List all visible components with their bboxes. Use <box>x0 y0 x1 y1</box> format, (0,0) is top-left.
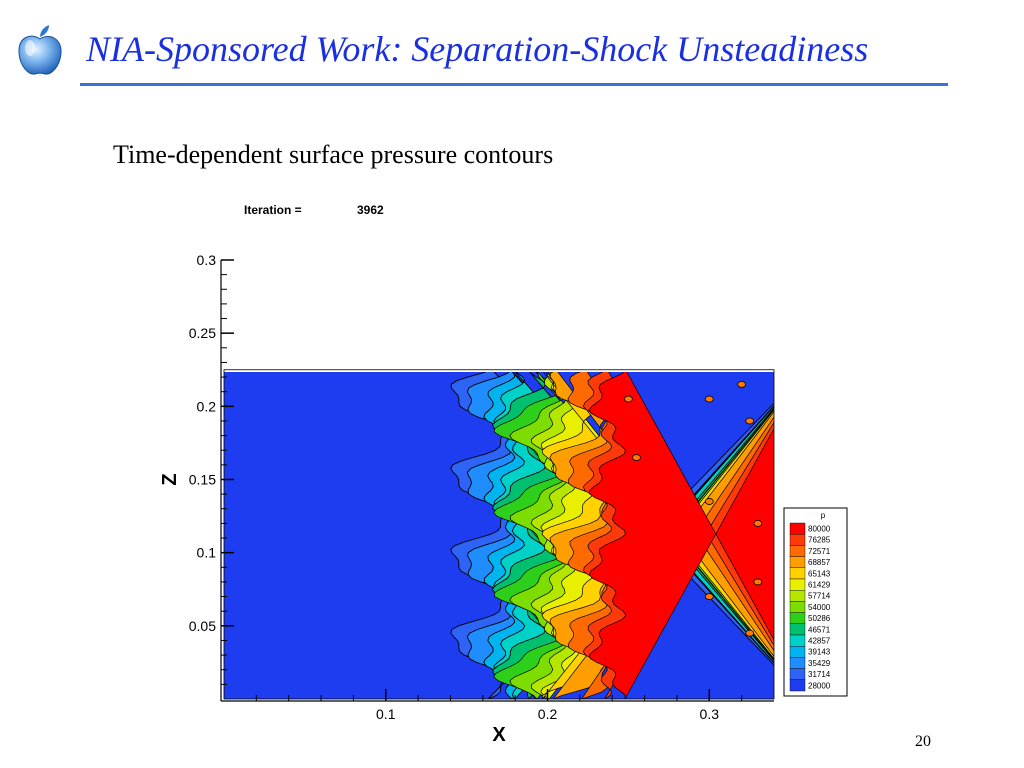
legend-swatch <box>789 578 806 591</box>
contour-blob <box>745 417 755 425</box>
y-axis-label: Z <box>159 473 181 485</box>
legend-level-label: 28000 <box>808 681 831 690</box>
legend-level-label: 54000 <box>808 603 831 612</box>
legend-swatch <box>789 679 806 692</box>
legend-level-label: 46571 <box>808 625 831 634</box>
legend-level-label: 39143 <box>808 648 831 657</box>
contour-field <box>224 372 774 699</box>
x-axis-label: X <box>492 724 506 746</box>
legend-level-label: 76285 <box>808 536 831 545</box>
legend-swatch <box>789 634 806 647</box>
legend-swatch <box>789 567 806 580</box>
y-tick-label: 0.15 <box>189 472 216 488</box>
legend-swatch <box>789 590 806 602</box>
apple-logo-icon <box>18 25 62 75</box>
legend-swatch <box>789 668 806 680</box>
legend-level-label: 80000 <box>808 525 831 534</box>
y-tick-label: 0.1 <box>197 545 217 561</box>
domain-outline <box>223 369 775 700</box>
y-tick-label: 0.3 <box>197 252 217 268</box>
legend-level-label: 65143 <box>808 569 831 578</box>
x-tick-label: 0.3 <box>700 706 720 722</box>
slide-title: NIA-Sponsored Work: Separation-Shock Uns… <box>86 29 869 69</box>
legend-swatch <box>789 657 806 669</box>
plot-axes: 0.05 0.1 0.15 0.2 0.25 0.3 0.1 0.2 0.3 X Z <box>159 252 775 746</box>
legend-swatch <box>789 601 806 613</box>
y-tick-label: 0.25 <box>189 325 216 341</box>
legend-swatch <box>789 556 806 568</box>
legend-swatch <box>789 612 806 624</box>
y-tick-label: 0.05 <box>189 618 216 634</box>
x-tick-label: 0.2 <box>538 706 558 722</box>
pressure-legend: p 80000 76285 72571 68857 65143 61429 57714 5400… <box>783 507 848 697</box>
contour-blob <box>632 454 641 461</box>
legend-swatch <box>789 623 806 636</box>
legend-swatch <box>789 646 806 658</box>
contour-blob <box>745 629 755 637</box>
contour-blob <box>624 395 633 403</box>
legend-level-label: 61429 <box>808 581 831 590</box>
x-tick-label: 0.1 <box>376 706 396 722</box>
slide-subtitle: Time-dependent surface pressure contours <box>113 140 554 169</box>
contour-blob <box>737 380 747 388</box>
contour-blob <box>704 395 714 403</box>
contour-blob <box>753 578 763 586</box>
legend-level-label: 68857 <box>808 558 831 567</box>
contour-blob <box>704 498 714 505</box>
title-divider <box>80 83 948 86</box>
legend-level-label: 35429 <box>808 659 831 668</box>
page-number: 20 <box>915 733 931 750</box>
iteration-value: 3962 <box>357 203 384 217</box>
legend-level-label: 50286 <box>808 614 831 623</box>
legend-swatch <box>789 522 806 535</box>
legend-swatch <box>789 545 806 557</box>
contour-blob <box>704 593 714 600</box>
legend-level-label: 31714 <box>808 670 831 679</box>
legend-level-label: 57714 <box>808 592 831 601</box>
contour-level-band <box>588 372 774 699</box>
y-tick-label: 0.2 <box>197 398 217 414</box>
contour-blob <box>753 520 763 527</box>
legend-level-label: 72571 <box>808 547 831 556</box>
legend-level-label: 42857 <box>808 637 831 646</box>
iteration-label: Iteration = <box>244 203 302 217</box>
legend-swatch <box>789 534 806 546</box>
legend-title: p <box>821 511 826 520</box>
